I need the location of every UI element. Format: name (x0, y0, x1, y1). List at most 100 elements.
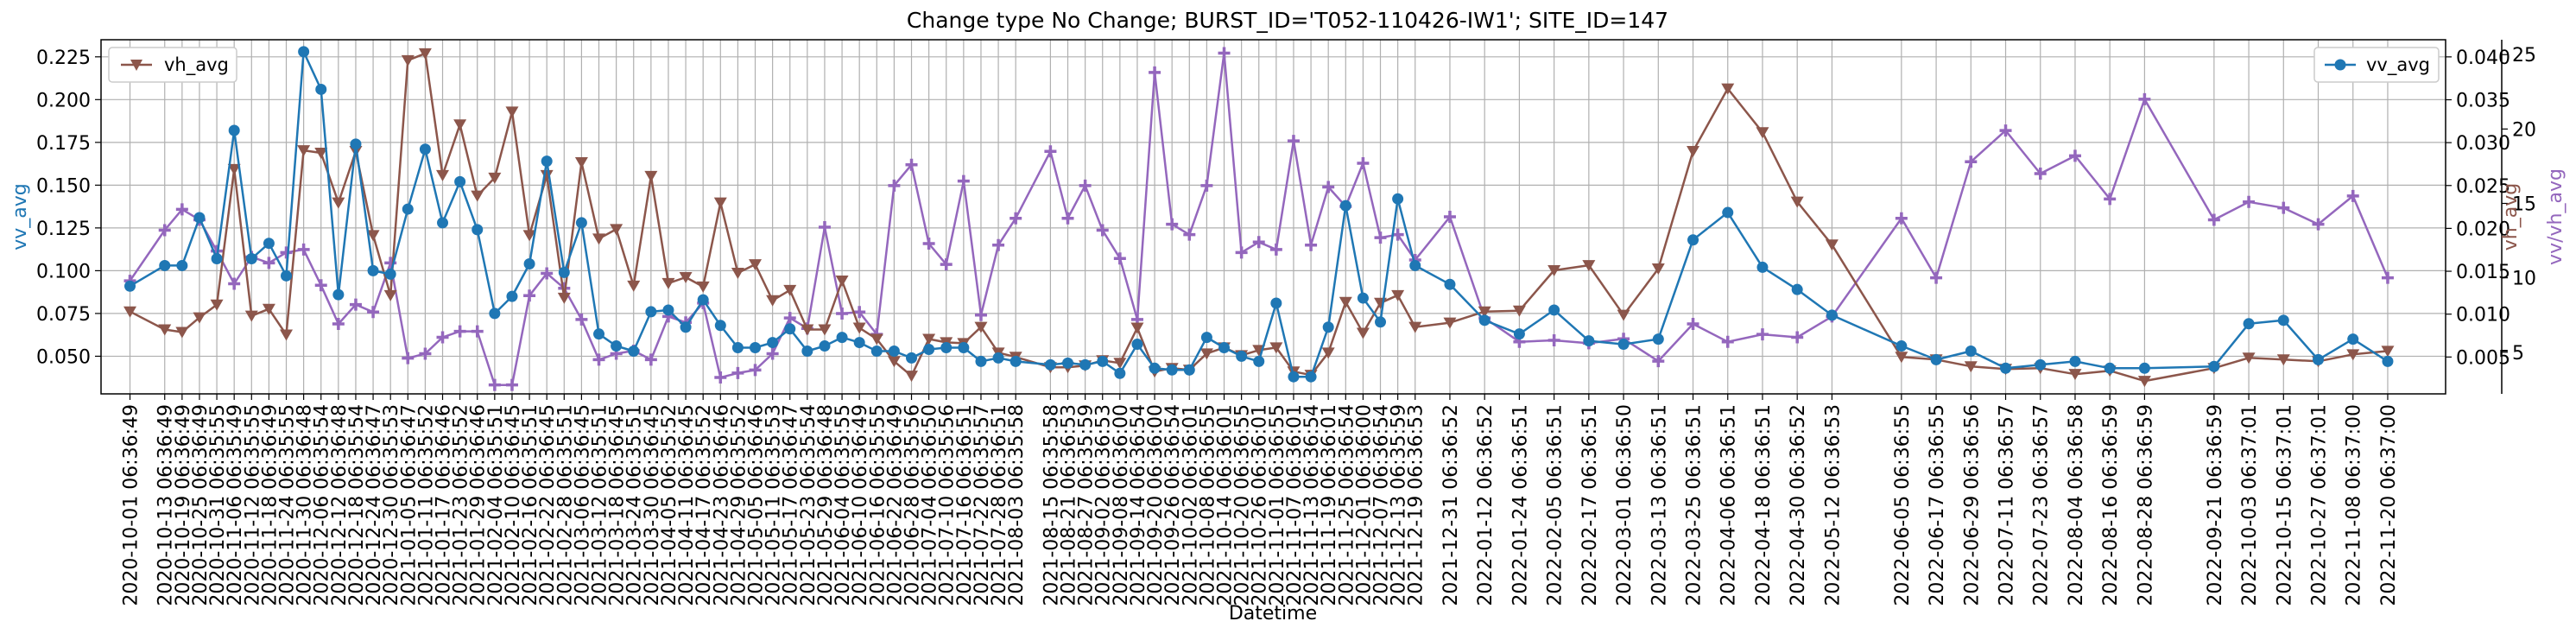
vh-point (870, 333, 883, 346)
ratio-point (1965, 155, 1978, 168)
x-tick-label: 2020-11-06 06:35:49 (225, 404, 246, 606)
ratio-point (297, 243, 310, 256)
x-tick-label: 2021-04-23 06:36:46 (711, 404, 732, 606)
ratio-point (1895, 212, 1908, 225)
x-tick-label: 2021-10-20 06:36:55 (1232, 404, 1254, 606)
vv-point (1322, 321, 1334, 333)
vv-point (472, 224, 484, 236)
vv-point (1375, 316, 1387, 328)
ratio-point (1287, 135, 1300, 148)
vv-point (1965, 345, 1977, 357)
ratio-point (228, 277, 241, 290)
x-tick-label: 2021-12-19 06:36:53 (1406, 404, 1427, 606)
ratio-point (1269, 243, 1282, 256)
vh-point (749, 259, 763, 271)
vh-point (1790, 196, 1804, 208)
x-tick-label: 2021-10-02 06:36:01 (1180, 404, 1201, 606)
x-tick-label: 2021-11-07 06:36:01 (1284, 404, 1306, 606)
x-tick-label: 2020-10-31 06:35:55 (207, 404, 229, 606)
vv-point (315, 83, 327, 95)
vh-point (123, 306, 137, 318)
x-tick-label: 2022-05-12 06:36:53 (1822, 404, 1844, 606)
vv-point (1131, 339, 1143, 351)
vv-point (332, 288, 345, 301)
vv-point (1166, 364, 1178, 376)
x-tick-label: 2021-08-03 06:35:58 (1006, 404, 1028, 606)
vv-point (1183, 364, 1195, 376)
vv-point (1236, 350, 1248, 362)
vv-tick-label: 0.050 (36, 346, 91, 368)
ratio-point (1183, 228, 1196, 241)
x-tick-label: 2021-05-17 06:36:47 (781, 404, 802, 606)
vh-point (610, 224, 623, 236)
x-tick-label: 2021-06-10 06:36:49 (850, 404, 871, 606)
vh-point (210, 299, 224, 311)
vv-point (2000, 362, 2012, 374)
x-tick-label: 2021-03-24 06:35:51 (624, 404, 646, 606)
vv-point (367, 264, 379, 276)
legend-vh-marker (130, 60, 142, 71)
ratio-point (1999, 124, 2012, 137)
x-tick-label: 2021-02-16 06:35:51 (520, 404, 541, 606)
vv-point (1930, 353, 1942, 365)
vv-point (2104, 362, 2116, 374)
vh-point (2346, 349, 2360, 361)
ratio-tick-label: 15 (2512, 193, 2536, 215)
vv-point (645, 306, 657, 318)
vh-point (401, 54, 415, 67)
vv-point (350, 138, 362, 150)
vh-point (905, 371, 919, 383)
vv-point (767, 337, 779, 349)
vh-point (2242, 352, 2256, 365)
ratio-point (1687, 318, 1699, 331)
vv-point (402, 203, 414, 215)
ratio-point (2034, 168, 2047, 181)
ratio-point (749, 364, 762, 377)
x-tick-label: 2020-12-12 06:36:48 (329, 404, 351, 606)
vv-point (263, 238, 275, 250)
vv-point (419, 143, 431, 155)
vv-point (1339, 200, 1351, 212)
ratio-tick-label: 20 (2512, 119, 2536, 141)
legend-vv-marker (2334, 59, 2346, 71)
x-tick-label: 2021-01-29 06:36:46 (468, 404, 490, 606)
grid (101, 40, 2446, 394)
vv-point (2035, 358, 2047, 371)
x-tick-label: 2022-07-23 06:36:57 (2031, 404, 2053, 606)
vv-point (2382, 355, 2394, 367)
ratio-point (1149, 66, 1161, 79)
ratio-point (818, 221, 831, 234)
ratio-point (419, 347, 432, 360)
x-tick-label: 2022-11-20 06:37:00 (2378, 404, 2400, 606)
vh-point (1199, 348, 1213, 360)
ratio-point (541, 267, 554, 280)
x-tick-label: 2021-10-26 06:36:01 (1250, 404, 1271, 606)
x-tick-label: 2022-06-17 06:36:55 (1927, 404, 1948, 606)
vv-point (680, 321, 692, 333)
ratio-point (1547, 333, 1560, 346)
vh-point (1512, 305, 1526, 317)
x-tick-label: 2021-11-13 06:36:54 (1301, 404, 1323, 606)
vv-point (281, 269, 293, 282)
x-tick-label: 2021-09-20 06:36:00 (1145, 404, 1167, 606)
vv-point (697, 294, 709, 306)
vv-point (906, 352, 918, 364)
ratio-point (2243, 195, 2256, 208)
ratio-point (1096, 224, 1109, 237)
vv-point (1270, 297, 1282, 309)
legend-vv-box (2313, 47, 2440, 83)
x-tick-label: 2020-12-24 06:36:47 (364, 404, 385, 606)
ratio-point (2312, 218, 2325, 231)
vh-point (1825, 239, 1839, 251)
vv-point (870, 345, 883, 357)
ratio-point (1305, 238, 1318, 251)
vv-point (211, 253, 223, 265)
vh-point (1478, 306, 1491, 318)
vh-point (818, 324, 832, 336)
x-tick-label: 2021-07-04 06:36:50 (920, 404, 941, 606)
vv-point (2347, 333, 2359, 346)
vh-point (383, 289, 397, 301)
vv-point (940, 342, 953, 354)
ratio-point (367, 306, 380, 319)
